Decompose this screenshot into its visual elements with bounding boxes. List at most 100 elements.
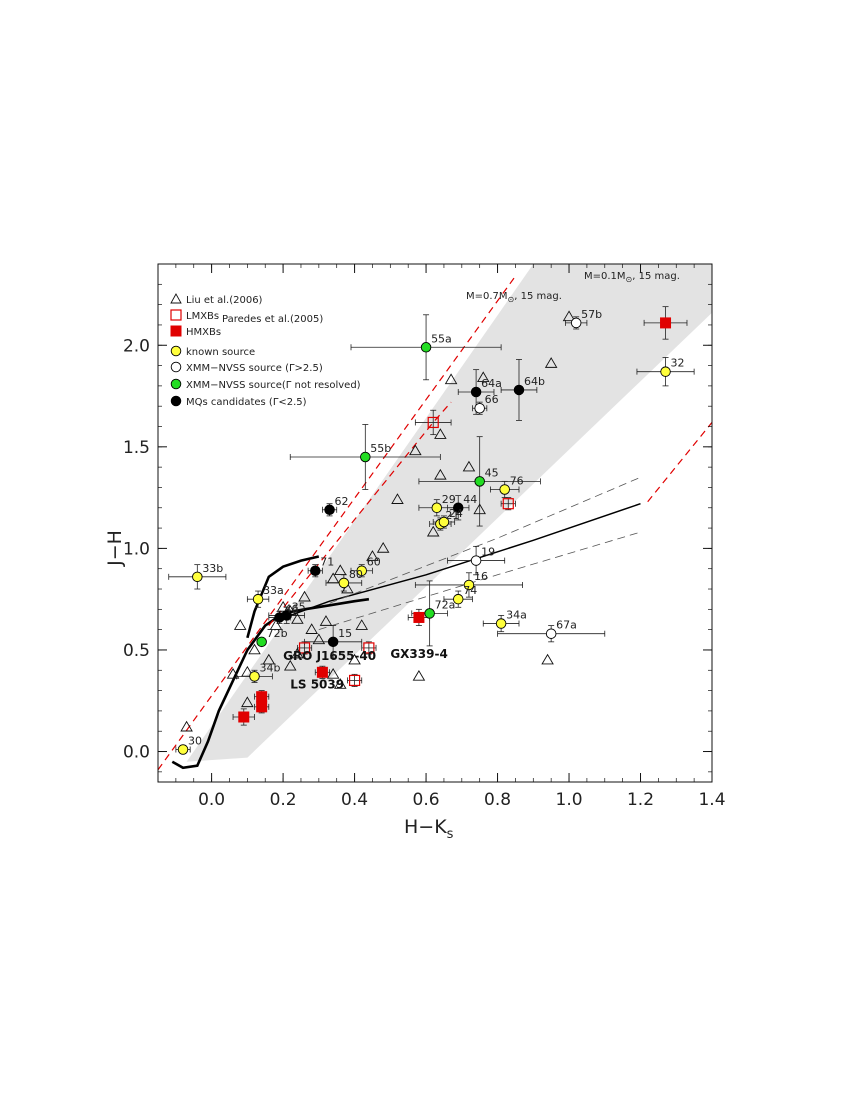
shaded-band-layer [186, 264, 712, 762]
mq-candidate-marker-64a [470, 386, 482, 398]
known-source-label-80: 80 [349, 568, 363, 581]
legend: Liu et al.(2006) LMXBs HMXBs known source XM… [170, 293, 361, 408]
known-source-marker-74 [452, 593, 464, 605]
y-tick-label-2: 1.0 [123, 539, 150, 559]
x-tick-label-3: 0.6 [413, 790, 440, 810]
legend-marker-black-circle [170, 395, 182, 407]
triangle-marker-32 [544, 357, 558, 368]
legend-marker-yellow-circle [170, 345, 182, 357]
triangle-marker-12 [305, 623, 318, 634]
x-tick-label-4: 0.8 [484, 790, 511, 810]
known-source-marker-24 [438, 516, 450, 528]
xmm-soft-label-66: 66 [485, 393, 499, 406]
triangle-marker-29 [476, 371, 490, 383]
known-source-marker-32 [660, 366, 671, 377]
known-source-label-16: 16 [474, 570, 488, 583]
reddening-line-m01 [158, 275, 516, 771]
known-source-marker-76 [499, 484, 510, 495]
y-tick-label-0: 0.0 [123, 743, 150, 763]
hmxb-marker-3 [316, 666, 328, 678]
triangle-marker-27 [444, 373, 458, 385]
solar-symbol-m01: ⊙ [626, 275, 633, 284]
xmm-unresolved-marker-45 [474, 476, 485, 487]
shaded-region [186, 264, 712, 762]
main-sequence-curve [171, 597, 370, 770]
legend-label-5: XMM−NVSS source(Γ not resolved) [186, 380, 361, 391]
known-source-label-34a: 34a [506, 609, 527, 622]
triangle-marker-3 [241, 665, 254, 677]
legend-marker-triangle [170, 293, 182, 304]
curve-label-m07: M=0.7M⊙, 15 mag. [466, 291, 562, 304]
xmm-unresolved-label-72a: 72a [435, 598, 456, 611]
known-source-label-32: 32 [671, 357, 685, 370]
legend-marker-open-square [170, 309, 182, 321]
lmxb-marker-2 [348, 674, 361, 687]
x-axis-title: H−Ks [404, 816, 454, 842]
legend-label-6: MQs candidates (Γ<2.5) [186, 397, 307, 408]
triangle-marker-6 [262, 653, 276, 665]
known-source-marker-34b [249, 671, 260, 682]
y-axis-title: J−H [104, 530, 126, 567]
legend-label-4: XMM−NVSS source (Γ>2.5) [186, 363, 323, 374]
hmxb-marker-5 [660, 317, 672, 329]
triangle-marker-31 [541, 653, 554, 665]
legend-label-0: Liu et al.(2006) [186, 295, 263, 306]
triangle-marker-23 [409, 444, 422, 456]
triangle-marker-10 [291, 613, 304, 624]
known-source-label-30: 30 [188, 734, 202, 747]
known-source-label-76: 76 [510, 474, 524, 487]
triangle-marker-20 [366, 550, 379, 561]
triangle-marker-33 [562, 310, 576, 322]
known-source-marker-34a [495, 618, 507, 629]
triangle-marker-1 [226, 667, 240, 679]
plot-frame [157, 263, 713, 783]
triangle-marker-16 [333, 564, 347, 576]
y-tick-label-3: 1.5 [123, 438, 150, 458]
xmm-unresolved-label-72b: 72b [267, 627, 288, 640]
x-tick-label-1: 0.2 [270, 790, 297, 810]
dashed-line-lower [318, 531, 641, 630]
curve-label-m01: M=0.1M⊙, 15 mag. [584, 271, 680, 284]
triangle-marker-30 [473, 503, 486, 515]
legend-label-1: LMXBs [186, 311, 219, 322]
triangle-marker-13 [312, 633, 326, 645]
mq-candidate-marker-64b [513, 384, 525, 396]
triangle-marker-14 [319, 615, 333, 626]
legend-marker-filled-square [170, 325, 182, 337]
triangle-marker-28 [462, 460, 476, 472]
triangle-marker-5 [241, 696, 254, 708]
known-source-marker-80 [338, 577, 350, 589]
triangle-marker-19 [355, 619, 369, 630]
xmm-unresolved-label-45: 45 [485, 466, 499, 479]
markers-layer [177, 310, 672, 755]
xmm-unresolved-label-55b: 55b [370, 442, 391, 455]
legend-group-label: Paredes et al.(2005) [222, 314, 323, 325]
triangle-marker-17 [341, 582, 354, 594]
known-source-label-33b: 33b [202, 562, 223, 575]
mq-candidate-label-46: 46 [285, 602, 299, 615]
mq-candidate-label-64a: 64a [481, 377, 502, 390]
xmm-soft-marker-66 [474, 402, 485, 414]
known-source-label-21: 21 [445, 509, 459, 522]
mq-candidate-label-44: 44 [463, 493, 477, 506]
xmm-soft-label-57b: 57b [581, 308, 602, 321]
hmxb-marker-1 [256, 701, 268, 713]
mq-candidate-marker-71 [310, 565, 321, 576]
lmxb-marker-3 [502, 498, 514, 510]
mq-candidate-label-62: 62 [335, 495, 349, 508]
legend-label-2: HMXBs [186, 327, 221, 338]
known-source-label-34b: 34b [260, 661, 281, 674]
y-tick-label-4: 2.0 [123, 336, 150, 356]
xmm-soft-label-67a: 67a [556, 619, 577, 632]
triangle-marker-4 [248, 643, 261, 655]
giant-branch-curve [246, 555, 320, 639]
mq-candidate-marker-44 [452, 502, 464, 514]
x-tick-label-5: 1.0 [556, 790, 583, 810]
reddening-line-right [647, 422, 712, 503]
x-tick-label-2: 0.4 [341, 790, 368, 810]
known-source-marker-33a [252, 593, 264, 605]
x-tick-label-0: 0.0 [198, 790, 225, 810]
triangle-marker-26 [434, 428, 447, 439]
